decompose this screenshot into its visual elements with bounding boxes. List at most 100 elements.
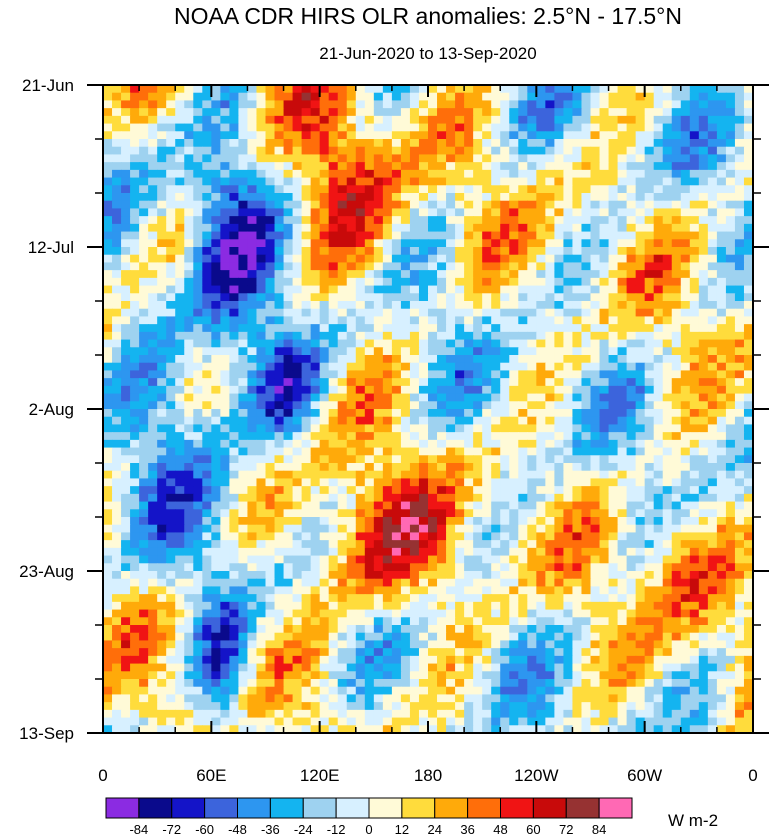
heatmap-cell: [139, 285, 149, 294]
heatmap-cell: [112, 393, 122, 402]
heatmap-cell: [292, 578, 303, 588]
heatmap-cell: [473, 308, 483, 318]
heatmap-cell: [536, 92, 546, 102]
heatmap-cell: [743, 509, 753, 518]
heatmap-cell: [455, 301, 465, 310]
heatmap-cell: [157, 393, 167, 402]
heatmap-cell: [184, 247, 194, 256]
heatmap-cell: [743, 308, 753, 318]
heatmap-cell: [554, 339, 565, 348]
heatmap-cell: [265, 239, 276, 248]
heatmap-cell: [175, 254, 185, 264]
heatmap-cell: [211, 362, 221, 372]
heatmap-cell: [328, 177, 339, 186]
heatmap-cell: [175, 439, 185, 449]
heatmap-cell: [373, 162, 384, 171]
heatmap-cell: [554, 463, 565, 472]
heatmap-cell: [157, 247, 167, 256]
heatmap-cell: [581, 532, 592, 541]
heatmap-cell: [626, 532, 637, 541]
heatmap-cell: [166, 447, 176, 456]
heatmap-cell: [590, 370, 601, 379]
heatmap-cell: [725, 85, 736, 94]
heatmap-cell: [635, 355, 646, 364]
heatmap-cell: [184, 139, 194, 148]
heatmap-cell: [635, 385, 646, 395]
heatmap-cell: [590, 571, 601, 580]
heatmap-cell: [734, 524, 745, 534]
heatmap-cell: [121, 524, 131, 534]
heatmap-cell: [211, 223, 221, 233]
heatmap-cell: [112, 586, 122, 595]
heatmap-cell: [373, 432, 384, 441]
heatmap-cell: [292, 324, 303, 333]
heatmap-cell: [653, 586, 664, 595]
heatmap-cell: [247, 424, 258, 433]
heatmap-cell: [626, 555, 637, 564]
heatmap-cell: [265, 162, 276, 171]
heatmap-cell: [328, 571, 339, 580]
heatmap-cell: [617, 517, 628, 526]
heatmap-cell: [437, 370, 447, 379]
heatmap-cell: [689, 301, 700, 310]
heatmap-cell: [491, 571, 501, 580]
heatmap-cell: [355, 247, 366, 256]
heatmap-cell: [437, 547, 447, 557]
heatmap-cell: [139, 586, 149, 595]
heatmap-cell: [292, 463, 303, 472]
heatmap-cell: [229, 540, 240, 549]
heatmap-cell: [310, 146, 321, 156]
heatmap-cell: [455, 146, 465, 156]
heatmap-cell: [310, 131, 321, 140]
heatmap-cell: [247, 540, 258, 549]
heatmap-cell: [680, 115, 691, 125]
heatmap-cell: [247, 262, 258, 271]
heatmap-cell: [680, 216, 691, 225]
heatmap-cell: [635, 439, 646, 449]
heatmap-cell: [428, 432, 438, 441]
heatmap-cell: [644, 517, 655, 526]
heatmap-cell: [581, 154, 592, 163]
heatmap-cell: [346, 378, 357, 387]
heatmap-cell: [301, 162, 312, 171]
heatmap-cell: [193, 478, 203, 487]
heatmap-cell: [337, 139, 348, 148]
heatmap-cell: [455, 139, 465, 148]
heatmap-cell: [148, 586, 158, 595]
heatmap-cell: [103, 177, 113, 186]
heatmap-cell: [292, 385, 303, 395]
heatmap-cell: [608, 493, 619, 503]
heatmap-cell: [328, 509, 339, 518]
heatmap-cell: [121, 100, 131, 109]
heatmap-cell: [536, 185, 546, 194]
heatmap-cell: [707, 401, 718, 410]
heatmap-cell: [527, 208, 537, 217]
heatmap-cell: [346, 401, 357, 410]
heatmap-cell: [373, 447, 384, 456]
heatmap-cell: [545, 524, 555, 534]
heatmap-cell: [193, 223, 203, 233]
heatmap-cell: [409, 208, 420, 217]
heatmap-cell: [418, 162, 429, 171]
heatmap-cell: [653, 185, 664, 194]
heatmap-cell: [265, 131, 276, 140]
heatmap-cell: [157, 208, 167, 217]
heatmap-cell: [193, 85, 203, 94]
heatmap-cell: [139, 571, 149, 580]
heatmap-cell: [743, 601, 753, 611]
heatmap-cell: [518, 501, 528, 510]
heatmap-cell: [157, 115, 167, 125]
heatmap-cell: [148, 455, 158, 464]
heatmap-cell: [301, 424, 312, 433]
heatmap-cell: [743, 316, 753, 325]
heatmap-cell: [256, 162, 267, 171]
heatmap-cell: [265, 547, 276, 557]
heatmap-cell: [473, 223, 483, 233]
heatmap-cell: [355, 555, 366, 564]
heatmap-cell: [446, 254, 456, 264]
heatmap-cell: [148, 162, 158, 171]
heatmap-cell: [112, 123, 122, 132]
heatmap-cell: [563, 432, 574, 441]
heatmap-cell: [139, 432, 149, 441]
heatmap-cell: [500, 177, 510, 186]
